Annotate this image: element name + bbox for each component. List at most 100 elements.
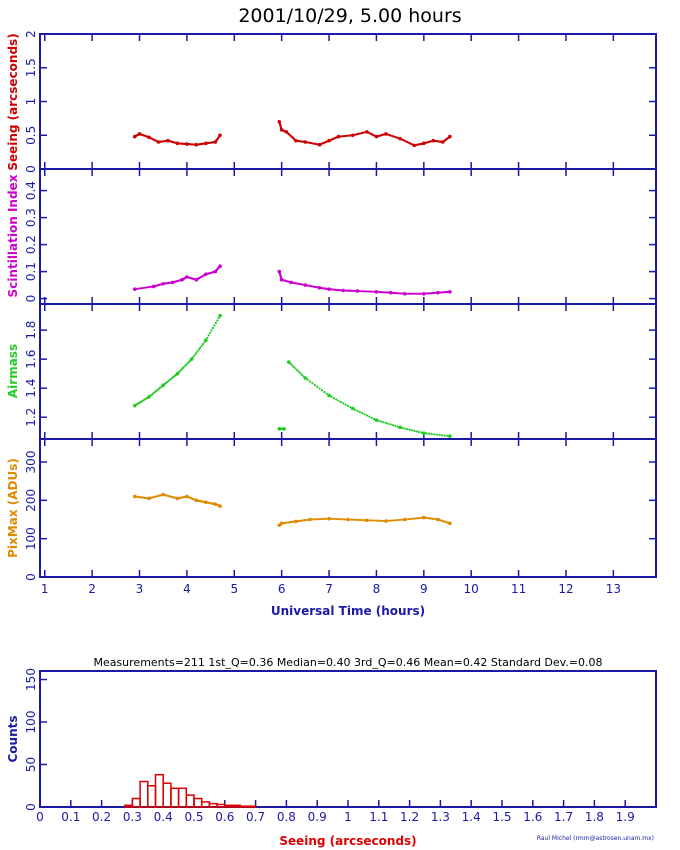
data-point-fill <box>194 143 197 146</box>
data-point-fill <box>435 433 438 436</box>
data-point-fill <box>180 368 183 371</box>
scintillation-y-ticks: 0 0.1 0.2 0.3 0.4 <box>24 169 656 304</box>
data-point-fill <box>440 434 444 437</box>
airmass-panel-frame <box>39 303 657 440</box>
data-point-fill <box>396 425 399 428</box>
data-point-fill <box>146 135 150 139</box>
seeing-points <box>132 119 452 148</box>
data-point-fill <box>201 342 205 346</box>
data-point-fill <box>344 403 347 406</box>
scintillation-panel: Scintillation Index 0 0.1 0.2 0.3 0.4 <box>6 168 657 305</box>
data-point-fill <box>360 290 363 293</box>
pixmax-panel: PixMax (ADUs) 0 100 200 300 <box>6 438 657 581</box>
data-point-fill <box>331 517 334 520</box>
data-point-fill <box>358 290 361 293</box>
data-point-fill <box>282 427 285 430</box>
data-point-fill <box>360 518 363 522</box>
data-point-fill <box>318 518 321 521</box>
data-point-fill <box>196 350 199 353</box>
data-point-fill <box>371 290 374 293</box>
data-point-fill <box>316 518 319 521</box>
data-point-fill <box>177 371 180 374</box>
seeing-tick-label: 0.1 <box>61 810 80 824</box>
seeing-tick-label: 1.8 <box>585 810 604 824</box>
data-point-fill <box>294 367 297 370</box>
data-point-fill <box>438 433 441 437</box>
seeing-tick-label: 0.2 <box>92 810 111 824</box>
scintillation-panel-frame <box>39 168 657 305</box>
data-point <box>346 517 350 522</box>
data-point-fill <box>415 292 418 295</box>
data-point-fill <box>340 289 343 292</box>
seeing-y-ticks: 0 0.5 1 1.5 2 <box>24 30 656 173</box>
data-point-fill <box>203 142 206 145</box>
data-point-fill <box>217 316 220 320</box>
histogram-bar <box>131 797 141 808</box>
data-point-fill <box>431 139 434 143</box>
histogram-bar <box>147 785 157 808</box>
data-point-fill <box>335 517 338 521</box>
data-point-fill <box>160 493 163 497</box>
time-tick-label: 2 <box>88 582 96 596</box>
data-point <box>132 287 137 291</box>
data-point-fill <box>405 292 408 295</box>
histogram-bar <box>162 782 172 808</box>
data-point-fill <box>194 278 197 281</box>
histogram-bars <box>123 773 257 808</box>
time-axis-label: Universal Time (hours) <box>271 604 425 618</box>
data-point-fill <box>373 519 376 522</box>
data-point-fill <box>320 517 323 521</box>
pixmax-y-ticks: 0 100 200 300 <box>24 439 656 581</box>
data-point-fill <box>213 324 216 327</box>
data-point-fill <box>420 516 424 519</box>
data-point-fill <box>299 372 302 375</box>
data-point-fill <box>369 290 372 293</box>
data-point-fill <box>370 416 373 419</box>
data-point-fill <box>329 517 333 520</box>
data-point-fill <box>317 143 320 146</box>
y-tick-label: 200 <box>24 489 38 512</box>
seeing-tick-label: 1.4 <box>462 810 481 824</box>
data-point-fill <box>310 518 314 521</box>
data-point-fill <box>324 517 327 520</box>
data-point-fill <box>165 139 169 142</box>
figure-title: 2001/10/29, 5.00 hours <box>238 5 461 27</box>
data-point-fill <box>207 334 210 337</box>
data-point-fill <box>374 135 377 138</box>
data-point-fill <box>448 136 451 139</box>
data-point-fill <box>146 396 149 399</box>
data-point-fill <box>354 289 358 293</box>
data-point-fill <box>139 287 142 290</box>
data-point-fill <box>326 287 330 291</box>
histogram-bar <box>247 805 257 808</box>
histogram-frame <box>39 670 657 808</box>
data-point-fill <box>365 290 369 293</box>
data-point-fill <box>383 133 387 136</box>
data-point-fill <box>377 519 380 522</box>
data-point-fill <box>382 421 385 424</box>
data-point-fill <box>413 517 416 520</box>
time-tick-label: 6 <box>278 582 286 596</box>
seeing-tick-label: 0.8 <box>277 810 296 824</box>
data-point-fill <box>203 341 206 344</box>
data-point-fill <box>362 519 365 522</box>
y-tick-label: 1.4 <box>24 379 38 398</box>
y-tick-label: 0 <box>24 573 38 581</box>
seeing-tick-label: 0.5 <box>184 810 203 824</box>
data-point-fill <box>379 519 382 522</box>
time-tick-label: 7 <box>325 582 333 596</box>
data-point-fill <box>184 142 188 146</box>
data-point-fill <box>182 366 185 369</box>
y-tick-label: 0 <box>24 295 38 303</box>
data-point-fill <box>368 415 371 418</box>
data-point-fill <box>293 520 296 523</box>
data-point <box>218 313 222 318</box>
pixmax-points <box>132 492 452 528</box>
data-point-fill <box>417 517 420 520</box>
data-point-fill <box>210 329 213 332</box>
time-tick-label: 9 <box>420 582 428 596</box>
data-point-fill <box>372 417 376 421</box>
data-point-fill <box>135 287 138 290</box>
time-tick-label: 4 <box>183 582 191 596</box>
